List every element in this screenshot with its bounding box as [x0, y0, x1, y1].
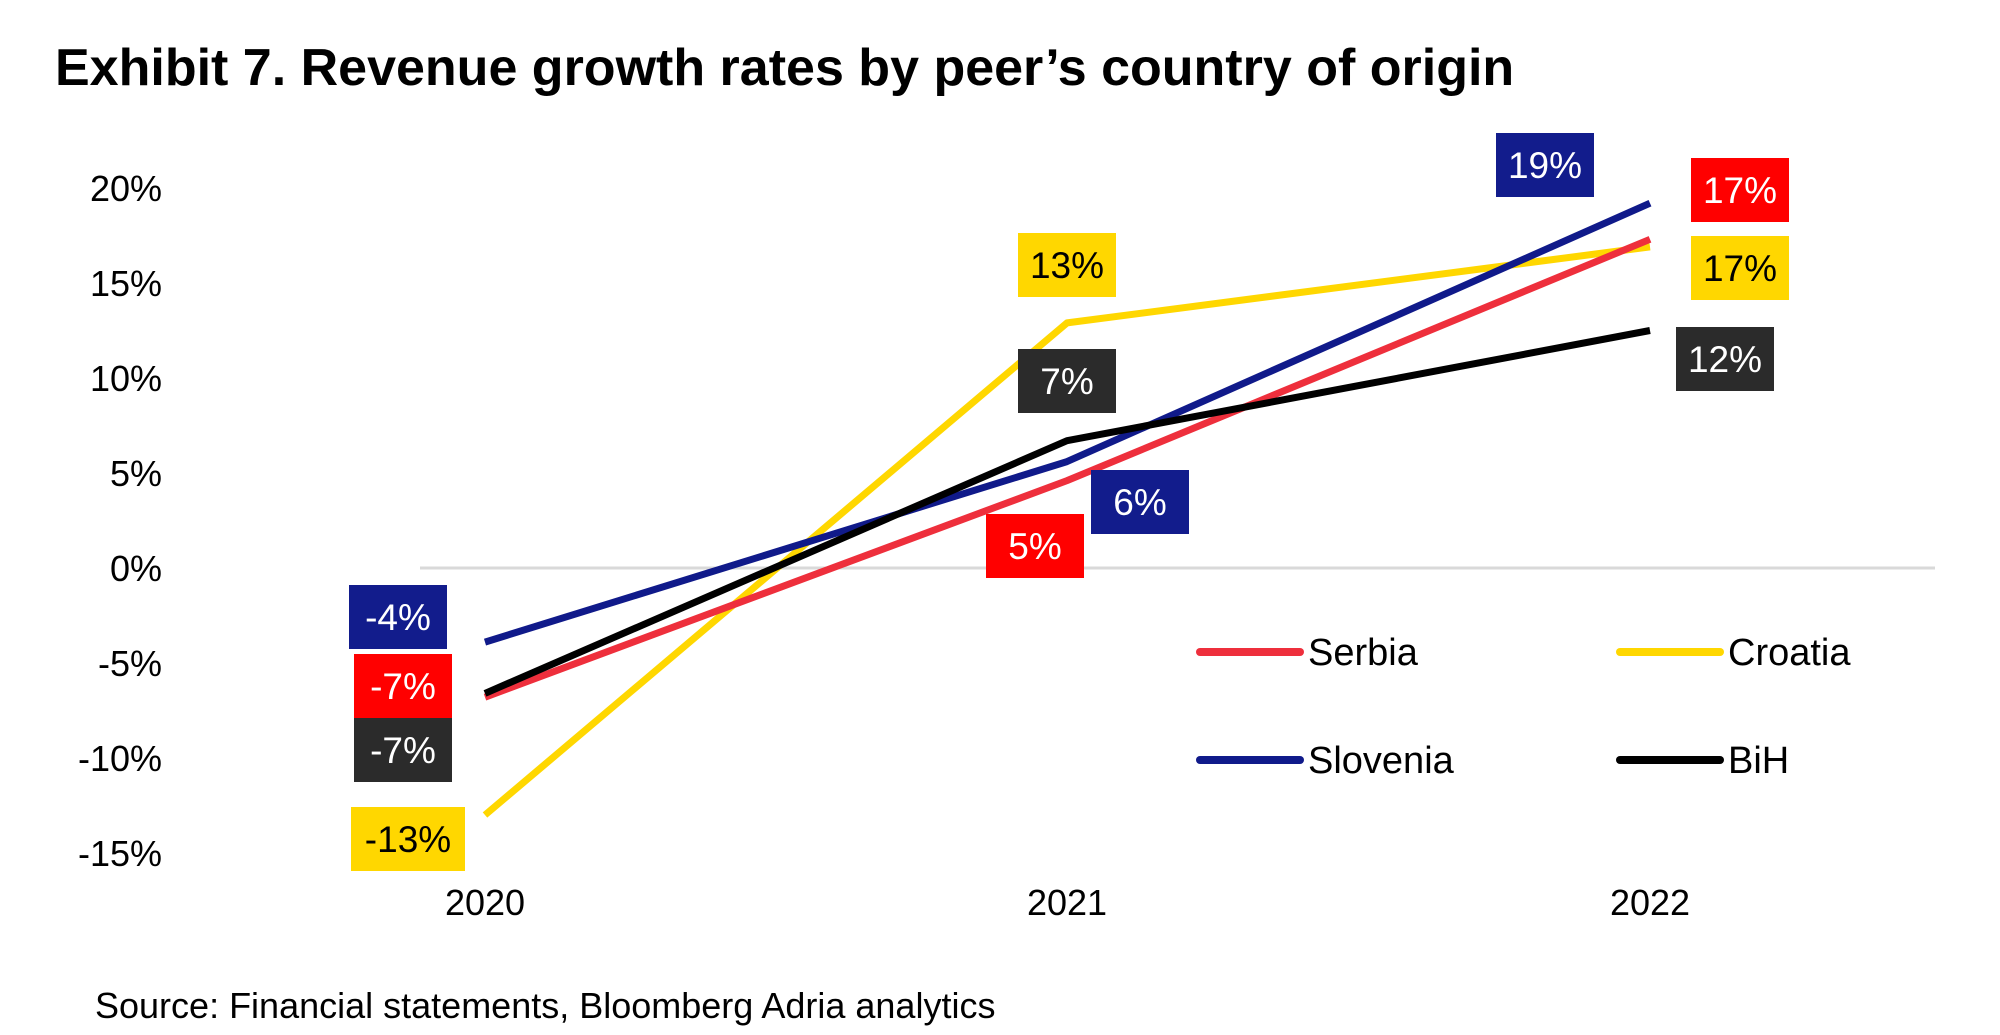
data-label-text: 19%	[1508, 145, 1582, 186]
x-tick-label: 2021	[1027, 882, 1107, 923]
data-label-croatia: 17%	[1691, 236, 1789, 300]
y-tick-label: 15%	[90, 263, 162, 304]
data-label-bih: 7%	[1018, 349, 1116, 413]
data-label-croatia: 13%	[1018, 233, 1116, 297]
series-line-bih	[483, 327, 1651, 697]
legend-label-croatia: Croatia	[1728, 632, 1851, 674]
data-label-box	[1018, 233, 1116, 297]
y-tick-label: 5%	[110, 453, 162, 494]
data-label-slovenia: 19%	[1496, 133, 1594, 197]
data-label-text: -4%	[365, 597, 431, 638]
data-label-box	[354, 718, 452, 782]
data-label-box	[1018, 349, 1116, 413]
data-label-text: -7%	[370, 730, 436, 771]
data-label-box	[986, 514, 1084, 578]
series-line-serbia	[483, 236, 1652, 701]
data-label-text: 17%	[1703, 248, 1777, 289]
y-tick-label: 0%	[110, 548, 162, 589]
data-label-serbia: -7%	[354, 654, 452, 718]
data-label-box	[1691, 158, 1789, 222]
data-label-slovenia: -4%	[349, 585, 447, 649]
data-label-serbia: 5%	[986, 514, 1084, 578]
data-label-text: 7%	[1040, 361, 1093, 402]
data-label-text: -7%	[370, 666, 436, 707]
legend-label-slovenia: Slovenia	[1308, 740, 1455, 782]
data-label-box	[351, 807, 465, 871]
source-note: Source: Financial statements, Bloomberg …	[95, 985, 996, 1026]
y-tick-label: -5%	[98, 643, 162, 684]
data-label-croatia: -13%	[351, 807, 465, 871]
y-tick-label: 20%	[90, 168, 162, 209]
y-tick-label: 10%	[90, 358, 162, 399]
data-label-text: 17%	[1703, 170, 1777, 211]
data-label-box	[1496, 133, 1594, 197]
data-label-text: 12%	[1688, 339, 1762, 380]
data-label-box	[1676, 327, 1774, 391]
data-label-text: 13%	[1030, 245, 1104, 286]
data-label-serbia: 17%	[1691, 158, 1789, 222]
data-label-text: -13%	[365, 819, 451, 860]
data-label-box	[349, 585, 447, 649]
y-tick-label: -10%	[78, 738, 162, 779]
x-tick-label: 2020	[445, 882, 525, 923]
data-label-slovenia: 6%	[1091, 470, 1189, 534]
data-label-box	[354, 654, 452, 718]
data-label-text: 5%	[1008, 526, 1061, 567]
data-label-text: 6%	[1113, 482, 1166, 523]
legend-label-serbia: Serbia	[1308, 632, 1419, 674]
legend-label-bih: BiH	[1728, 740, 1789, 782]
data-label-box	[1691, 236, 1789, 300]
chart-title: Exhibit 7. Revenue growth rates by peer’…	[55, 39, 1515, 97]
series-line-croatia	[482, 243, 1651, 818]
y-tick-label: -15%	[78, 833, 162, 874]
data-label-box	[1091, 470, 1189, 534]
x-tick-label: 2022	[1610, 882, 1690, 923]
series-line-slovenia	[483, 200, 1652, 646]
data-label-bih: 12%	[1676, 327, 1774, 391]
data-label-bih: -7%	[354, 718, 452, 782]
